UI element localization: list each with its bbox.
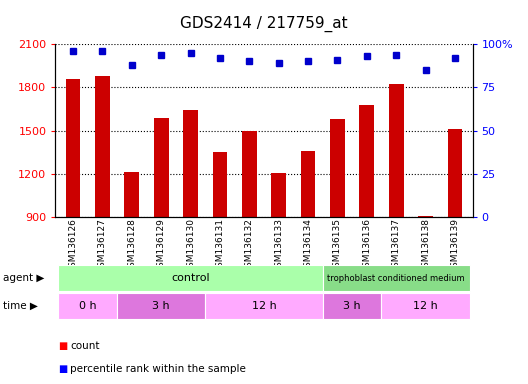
Bar: [183, 111, 198, 217]
Bar: [154, 118, 168, 217]
Text: count: count: [70, 341, 100, 351]
Text: GDS2414 / 217759_at: GDS2414 / 217759_at: [180, 15, 348, 31]
Bar: [271, 173, 286, 217]
Text: agent ▶: agent ▶: [3, 273, 44, 283]
Bar: [117, 293, 205, 319]
Bar: [323, 265, 469, 291]
Bar: [125, 172, 139, 217]
Text: 12 h: 12 h: [252, 301, 276, 311]
Text: control: control: [171, 273, 210, 283]
Bar: [382, 293, 469, 319]
Text: ■: ■: [58, 364, 68, 374]
Bar: [242, 131, 257, 217]
Text: 3 h: 3 h: [343, 301, 361, 311]
Bar: [360, 104, 374, 217]
Text: time ▶: time ▶: [3, 301, 37, 311]
Text: trophoblast conditioned medium: trophoblast conditioned medium: [327, 273, 465, 283]
Bar: [418, 215, 433, 217]
Text: 3 h: 3 h: [153, 301, 170, 311]
Text: 12 h: 12 h: [413, 301, 438, 311]
Bar: [389, 84, 403, 217]
Bar: [301, 151, 315, 217]
Text: ■: ■: [58, 341, 68, 351]
Bar: [59, 293, 117, 319]
Bar: [95, 76, 110, 217]
Bar: [330, 119, 345, 217]
Bar: [59, 265, 323, 291]
Bar: [65, 79, 80, 217]
Bar: [323, 293, 382, 319]
Bar: [213, 152, 227, 217]
Text: percentile rank within the sample: percentile rank within the sample: [70, 364, 246, 374]
Bar: [448, 129, 463, 217]
Text: 0 h: 0 h: [79, 301, 97, 311]
Bar: [205, 293, 323, 319]
